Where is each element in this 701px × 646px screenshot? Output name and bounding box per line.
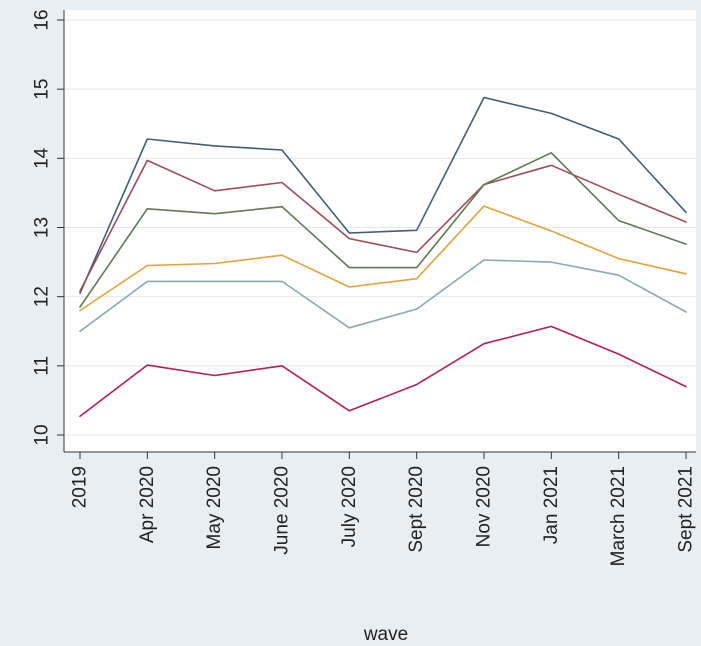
grid-lines [64,19,696,436]
series-line-3 [79,152,687,308]
series-line-5 [79,259,687,333]
x-tick-label: Sept 2021 [676,466,697,553]
series-line-2 [79,159,687,292]
x-tick-label: Apr 2020 [137,466,158,543]
y-tick-label: 11 [32,356,53,376]
y-tick-label: 15 [32,79,53,100]
x-tick-label: May 2020 [204,466,225,549]
y-tick-label: 14 [32,147,53,169]
x-tick-label: Sept 2020 [406,466,427,553]
y-tick-label: 16 [32,9,53,30]
tick-labels: 10 11 12 13 14 15 16 2019 Apr 2020 May 2020 June 2… [32,9,697,566]
y-tick-label: 12 [32,286,53,307]
x-tick-label: Jan 2021 [541,466,562,544]
x-tick-label: March 2021 [608,466,629,566]
series-lines [79,96,687,418]
y-tick-label: 10 [32,424,53,445]
x-tick-label: 2019 [70,466,91,508]
y-tick-label: 13 [32,217,53,238]
x-tick-label: Nov 2020 [474,466,495,547]
x-axis-title: wave [363,624,408,645]
series-line-1 [79,96,687,295]
x-tick-label: June 2020 [272,466,293,555]
axes [57,10,696,459]
series-line-4 [79,205,687,312]
x-tick-label: July 2020 [339,466,360,547]
series-line-6 [79,325,687,418]
